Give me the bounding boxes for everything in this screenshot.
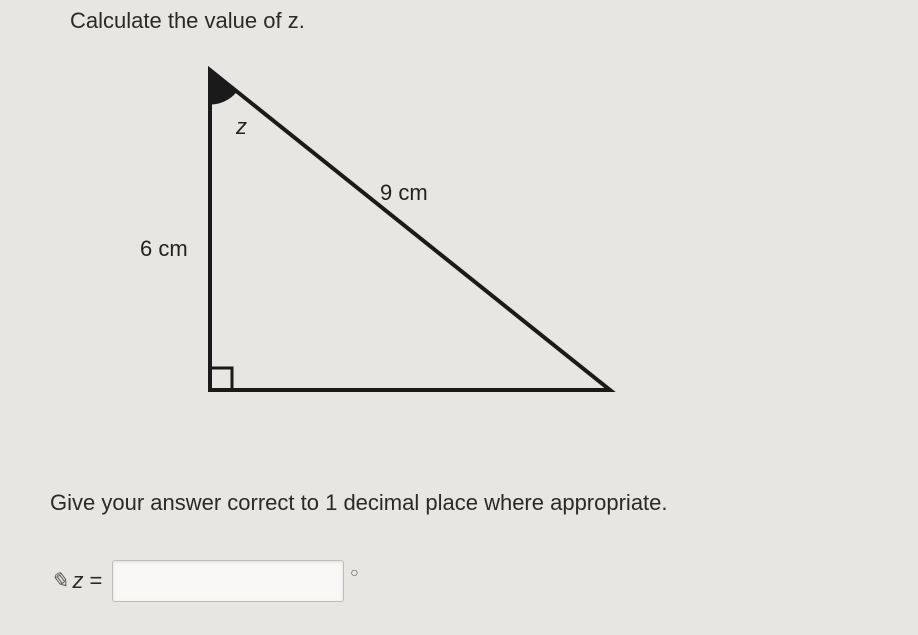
answer-row: ✎ z = ○ — [50, 560, 359, 602]
right-angle-marker — [210, 368, 232, 390]
triangle-svg — [150, 60, 650, 430]
equals-sign: = — [89, 568, 102, 594]
triangle-diagram: z 6 cm 9 cm — [150, 60, 650, 430]
prompt-text: Calculate the value of z. — [70, 8, 305, 34]
hypotenuse-label: 9 cm — [380, 180, 428, 206]
angle-label-z: z — [236, 114, 247, 140]
pencil-icon: ✎ — [50, 568, 68, 594]
vertical-side-label: 6 cm — [140, 236, 188, 262]
triangle-shape — [210, 70, 610, 390]
degree-symbol: ○ — [350, 564, 358, 580]
instruction-text: Give your answer correct to 1 decimal pl… — [50, 490, 668, 516]
answer-variable: z — [72, 568, 83, 594]
answer-input[interactable] — [112, 560, 344, 602]
